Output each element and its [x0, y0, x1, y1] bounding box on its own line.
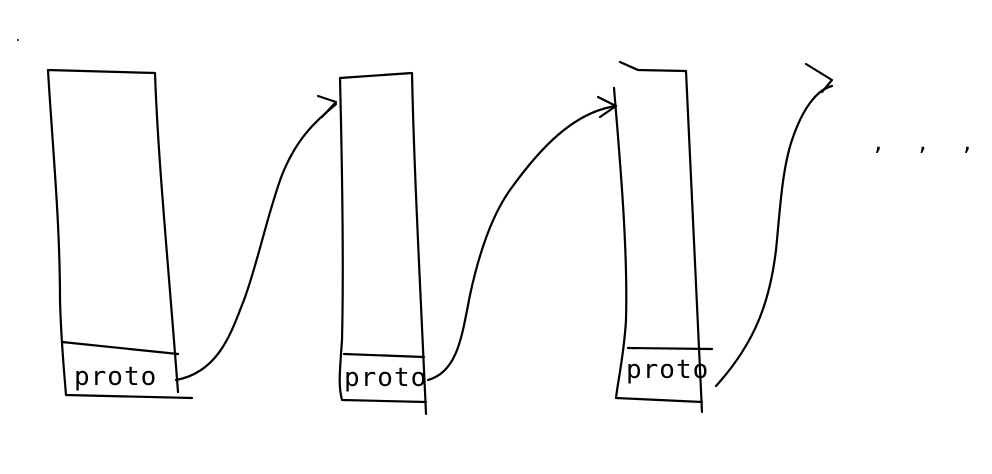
- object-box-2: proto: [338, 71, 428, 416]
- object-box-3: proto: [612, 60, 714, 414]
- proto-arrow-1: [174, 94, 338, 382]
- object-box-1-proto-divider: [60, 340, 180, 356]
- object-box-2-proto-divider: [342, 352, 426, 359]
- object-box-3-proto-label: proto: [626, 355, 709, 385]
- stray-dot: [17, 39, 19, 41]
- proto-arrow-3: [714, 62, 834, 388]
- object-box-3-proto-divider: [626, 346, 714, 351]
- proto-arrow-3-head: [804, 62, 834, 94]
- proto-arrow-2: [426, 95, 618, 382]
- proto-arrow-2-line: [426, 104, 618, 382]
- proto-arrow-1-line: [174, 102, 338, 382]
- object-box-1-outline: [46, 68, 194, 400]
- continuation-ellipsis: , , ,: [874, 127, 985, 157]
- object-box-1-proto-label: proto: [74, 362, 157, 392]
- object-box-3-outline: [612, 60, 704, 414]
- object-box-2-outline: [338, 71, 428, 416]
- proto-arrow-3-line: [714, 84, 834, 388]
- object-box-2-proto-label: proto: [344, 363, 427, 393]
- object-box-1: proto: [46, 68, 194, 400]
- proto-arrow-1-head: [316, 94, 338, 119]
